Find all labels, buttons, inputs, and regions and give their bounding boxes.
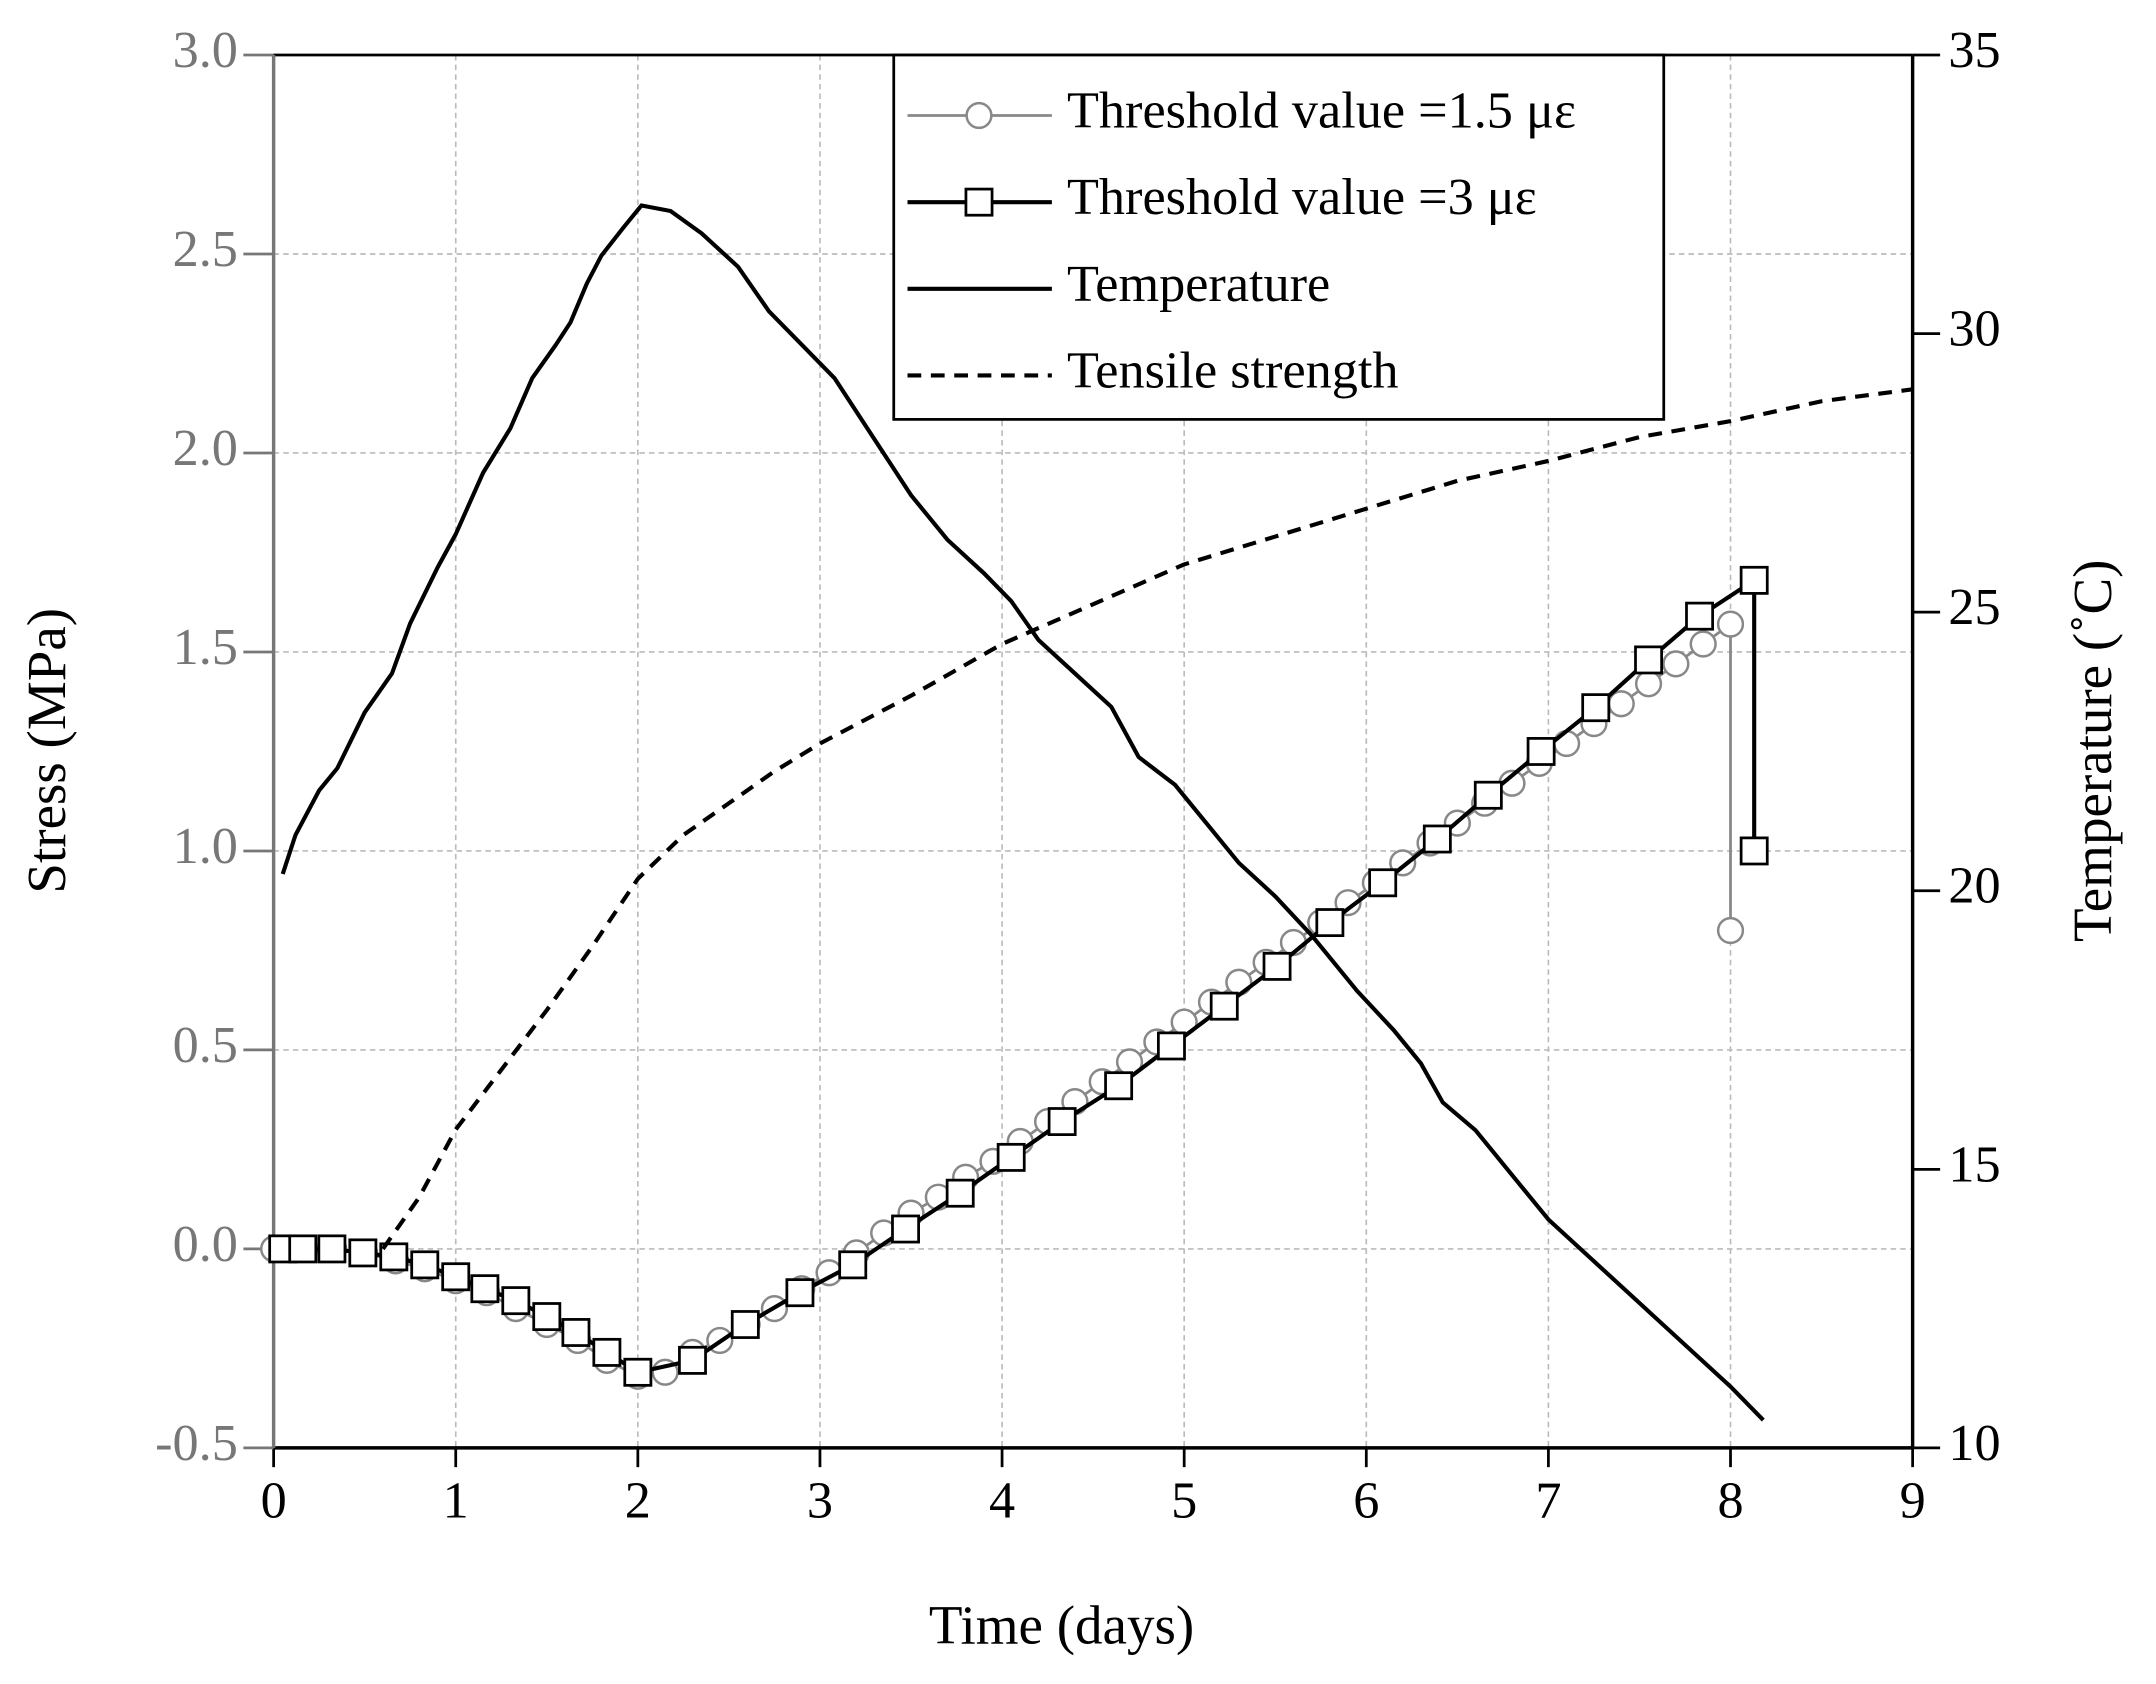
- y2-tick-label: 10: [1948, 1414, 2000, 1472]
- x-tick-label: 1: [443, 1472, 469, 1530]
- marker-square: [1634, 645, 1664, 675]
- marker-circle: [1716, 610, 1745, 638]
- marker-circle: [1716, 916, 1745, 945]
- marker-square: [1739, 565, 1769, 595]
- legend-label: Tensile strength: [1067, 341, 1399, 399]
- x-tick-label: 0: [261, 1472, 287, 1530]
- x-tick-label: 3: [807, 1472, 833, 1530]
- marker-square: [532, 1302, 562, 1332]
- marker-square: [561, 1318, 591, 1347]
- y-tick-label: 3.0: [173, 21, 238, 79]
- x-tick-label: 2: [625, 1472, 651, 1530]
- marker-square: [410, 1250, 440, 1280]
- marker-circle: [1634, 670, 1663, 698]
- marker-square: [730, 1310, 760, 1339]
- x-tick-label: 8: [1717, 1472, 1743, 1530]
- marker-square: [1209, 991, 1239, 1021]
- y2-axis-label: Temperature (˚C): [2062, 560, 2123, 942]
- x-tick-label: 5: [1171, 1472, 1197, 1530]
- marker-circle: [1553, 729, 1581, 758]
- x-tick-label: 4: [989, 1472, 1015, 1530]
- y-tick-label: 0.5: [173, 1016, 238, 1074]
- marker-square: [891, 1214, 920, 1244]
- marker-square: [1368, 868, 1398, 898]
- x-axis-label: Time (days): [929, 1594, 1194, 1655]
- y-tick-label: 1.0: [173, 817, 238, 875]
- legend-marker: [965, 101, 993, 130]
- marker-square: [1739, 836, 1769, 866]
- series-line: [381, 387, 1913, 1251]
- marker-square: [1526, 737, 1556, 766]
- legend: Threshold value =1.5 με Threshold value =…: [892, 53, 1666, 421]
- marker-square: [785, 1278, 815, 1308]
- series-line: [282, 576, 1757, 1375]
- y-tick-label: 2.5: [173, 220, 238, 278]
- x-tick-label: 7: [1535, 1472, 1561, 1530]
- marker-square: [996, 1142, 1026, 1172]
- marker-square: [623, 1357, 653, 1387]
- marker-square: [501, 1286, 531, 1316]
- marker-circle: [1662, 650, 1690, 678]
- marker-square: [678, 1345, 707, 1375]
- marker-square: [1315, 908, 1345, 938]
- marker-square: [1156, 1031, 1186, 1061]
- marker-square: [1581, 693, 1611, 723]
- legend-label: Threshold value =1.5 με: [1067, 82, 1576, 140]
- y-axis-label: Stress (MPa): [16, 608, 77, 894]
- x-tick-label: 6: [1353, 1472, 1379, 1530]
- y-tick-label: 0.0: [173, 1215, 238, 1273]
- marker-square: [1473, 780, 1503, 810]
- series-line: [280, 203, 1765, 1422]
- legend-label: Threshold value =3 με: [1067, 168, 1537, 226]
- y-tick-label: -0.5: [155, 1414, 238, 1472]
- marker-square: [1047, 1107, 1077, 1137]
- marker-square: [348, 1238, 378, 1268]
- marker-square: [838, 1250, 868, 1280]
- marker-square: [1422, 824, 1452, 854]
- y2-tick-label: 25: [1948, 578, 2000, 636]
- marker-square: [317, 1234, 347, 1264]
- marker-square: [1262, 951, 1292, 981]
- marker-square: [592, 1337, 622, 1367]
- marker-square: [288, 1234, 318, 1264]
- y2-tick-label: 15: [1948, 1135, 2000, 1193]
- marker-square: [470, 1274, 500, 1304]
- y2-tick-label: 35: [1948, 21, 2000, 79]
- y2-tick-label: 20: [1948, 857, 2000, 915]
- marker-square: [1104, 1071, 1134, 1101]
- y-tick-label: 1.5: [173, 618, 238, 676]
- marker-square: [1685, 601, 1714, 631]
- x-tick-label: 9: [1900, 1472, 1926, 1530]
- marker-square: [945, 1178, 975, 1208]
- marker-circle: [1689, 630, 1717, 658]
- y2-tick-label: 30: [1948, 300, 2000, 358]
- legend-marker: [964, 187, 994, 217]
- marker-square: [441, 1262, 471, 1292]
- y-tick-label: 2.0: [173, 419, 238, 477]
- legend-label: Temperature: [1067, 255, 1330, 313]
